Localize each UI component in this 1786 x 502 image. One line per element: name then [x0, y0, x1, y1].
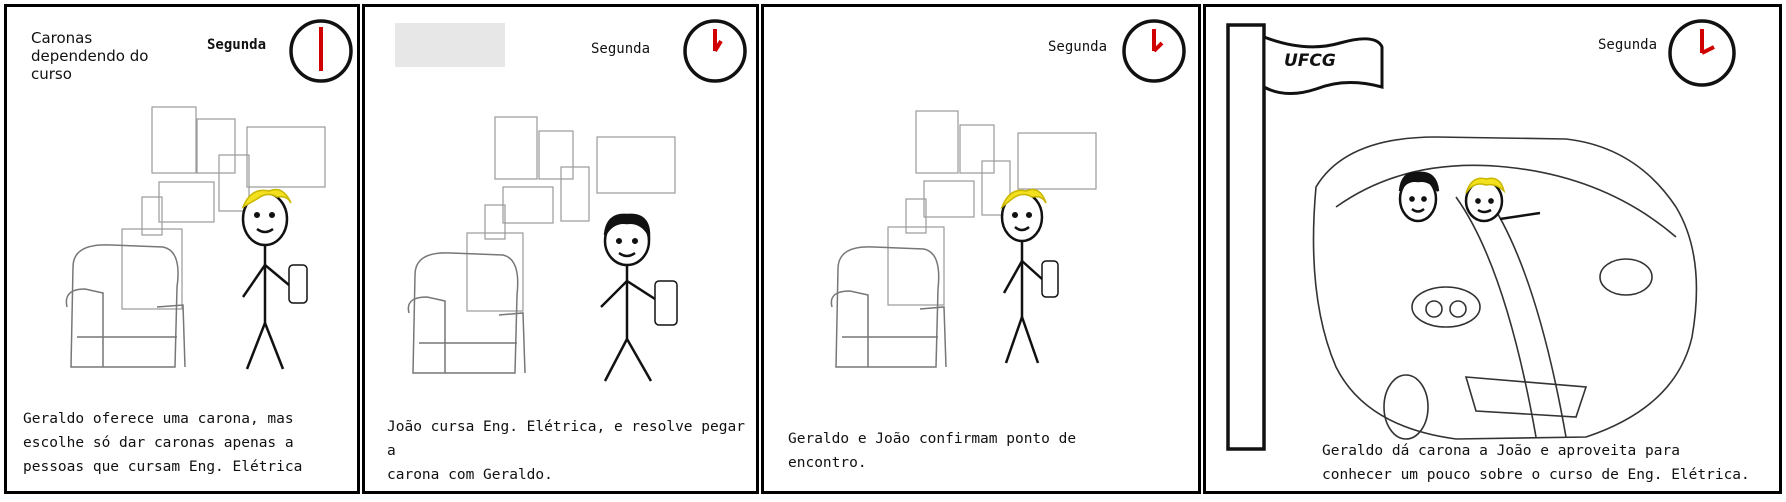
armchair	[407, 252, 526, 374]
panel-1-caption: Geraldo oferece uma carona, mas escolhe …	[23, 407, 302, 479]
comic-panel-3: Segunda Geraldo e João confirmam ponto d…	[761, 4, 1201, 494]
geraldo-figure	[241, 188, 308, 370]
day-label: Segunda	[1598, 37, 1658, 53]
panel-3-art	[830, 110, 1097, 368]
panel-3-caption: Geraldo e João confirmam ponto de encont…	[788, 427, 1076, 475]
caption-line: conhecer um pouco sobre o curso de Eng. …	[1322, 467, 1750, 483]
flag	[1262, 34, 1384, 95]
flag-label: UFCG	[1284, 51, 1336, 71]
caption-line: Geraldo oferece uma carona, mas	[23, 411, 294, 427]
caption-line: João cursa Eng. Elétrica, e resolve pega…	[387, 419, 745, 459]
car	[1312, 136, 1698, 440]
caption-line: escolhe só dar caronas apenas a	[23, 435, 294, 451]
panel-1-art	[65, 106, 326, 370]
caption-line: carona com Geraldo.	[387, 467, 553, 483]
caption-line: Geraldo e João confirmam ponto de	[788, 431, 1077, 447]
room-background	[887, 110, 1097, 306]
passenger-figure	[1398, 171, 1440, 223]
caption-line: encontro.	[788, 455, 867, 471]
armchair	[830, 246, 947, 368]
comic-panel-4: UFCG Segunda Geraldo dá carona a João e …	[1203, 4, 1782, 494]
blurred-sign	[395, 23, 505, 67]
room-background	[466, 116, 676, 312]
panel-4-caption: Geraldo dá carona a João e aproveita par…	[1322, 439, 1750, 487]
caption-line: pessoas que cursam Eng. Elétrica	[23, 459, 303, 475]
clock-icon	[683, 19, 747, 83]
clock-icon	[1122, 19, 1186, 83]
joao-figure	[600, 213, 678, 382]
room-background	[121, 106, 326, 310]
comic-panel-1: Caronas dependendo do curso Segunda Gera…	[4, 4, 360, 494]
armchair	[65, 244, 186, 368]
day-label: Segunda	[1048, 39, 1108, 55]
comic-title: Caronas dependendo do curso	[31, 29, 171, 83]
comic-panel-2: Segunda João cursa Eng. Elétrica, e reso…	[362, 4, 759, 494]
flag-pole	[1226, 23, 1266, 451]
day-label: Segunda	[591, 41, 651, 57]
caption-line: Geraldo dá carona a João e aproveita par…	[1322, 443, 1680, 459]
panel-2-art	[395, 23, 678, 382]
comic-title-text: Caronas dependendo do curso	[31, 29, 149, 83]
geraldo-figure	[1000, 188, 1059, 364]
clock-icon	[289, 19, 353, 83]
day-label: Segunda	[207, 37, 267, 53]
panel-4-art	[1226, 23, 1698, 451]
panel-2-caption: João cursa Eng. Elétrica, e resolve pega…	[387, 415, 756, 487]
driver-figure	[1464, 177, 1541, 223]
clock-icon	[1668, 19, 1736, 87]
